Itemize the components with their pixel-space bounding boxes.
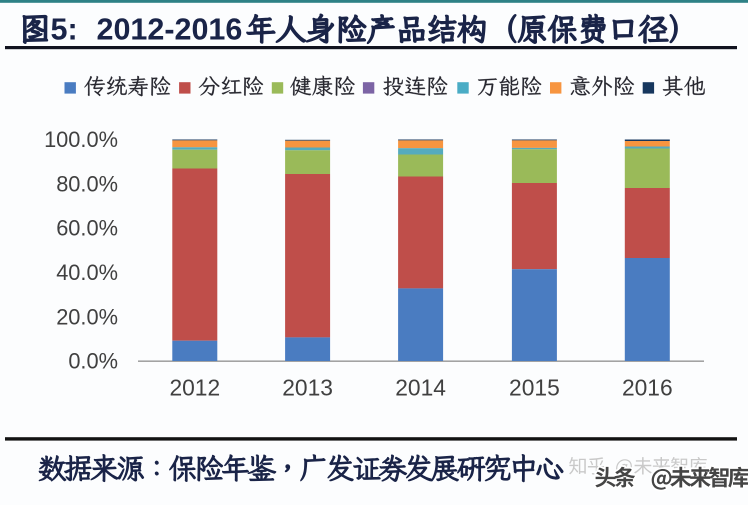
- svg-text:2012: 2012: [169, 375, 220, 401]
- svg-text:80.0%: 80.0%: [56, 171, 118, 196]
- svg-text:40.0%: 40.0%: [56, 260, 118, 285]
- svg-text:2016: 2016: [622, 375, 673, 401]
- svg-text:2013: 2013: [282, 375, 333, 401]
- svg-text:5:: 5:: [51, 13, 78, 47]
- svg-text:2015: 2015: [509, 375, 560, 401]
- svg-text:100.0%: 100.0%: [44, 127, 118, 152]
- svg-text:2012-2016: 2012-2016: [97, 13, 243, 47]
- svg-text:2014: 2014: [395, 375, 446, 401]
- svg-text:20.0%: 20.0%: [56, 304, 118, 329]
- svg-text:0.0%: 0.0%: [68, 349, 118, 374]
- svg-text:60.0%: 60.0%: [56, 216, 118, 241]
